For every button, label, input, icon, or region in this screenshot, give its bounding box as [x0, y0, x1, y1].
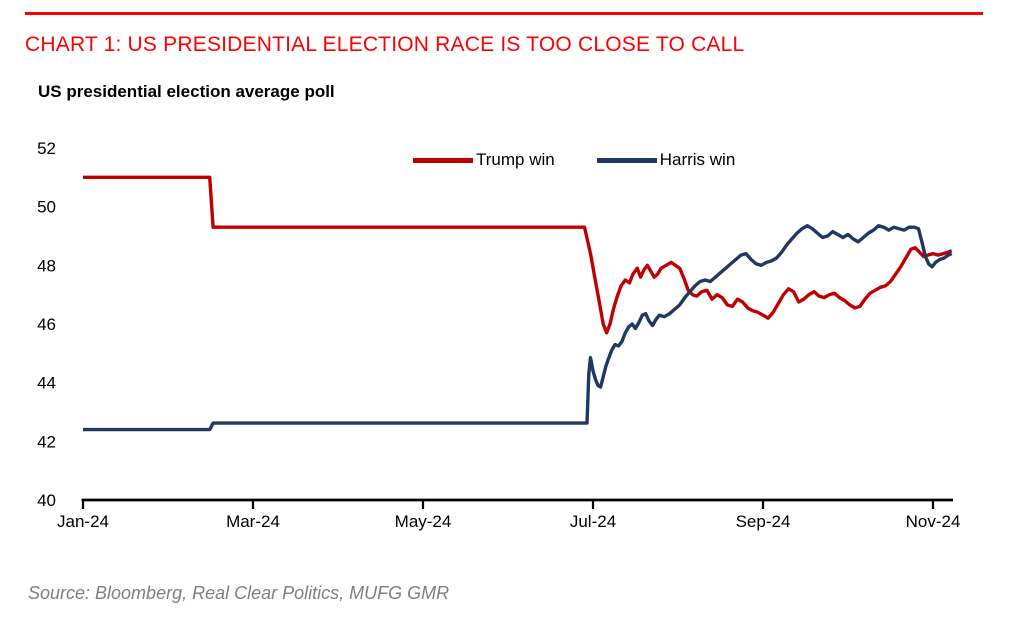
y-tick-label: 40 — [37, 491, 56, 510]
trump-line-swatch-icon — [413, 157, 473, 163]
y-tick-label: 52 — [37, 139, 56, 158]
y-tick-label: 50 — [37, 198, 56, 217]
x-tick-label: May-24 — [395, 512, 452, 531]
chart-heading: CHART 1: US PRESIDENTIAL ELECTION RACE I… — [25, 33, 745, 56]
legend-item-trump: Trump win — [413, 150, 555, 170]
y-tick-label: 46 — [37, 315, 56, 334]
y-tick-label: 42 — [37, 432, 56, 451]
top-rule — [25, 12, 983, 15]
harris-series-line — [83, 223, 953, 432]
trump-series-line — [83, 175, 953, 335]
x-tick-label: Nov-24 — [906, 512, 961, 531]
harris-line-swatch-icon — [596, 157, 657, 163]
x-tick-label: Jul-24 — [570, 512, 616, 531]
y-tick-label: 44 — [37, 374, 56, 393]
chart-legend: Trump win Harris win — [413, 150, 735, 170]
legend-label-trump: Trump win — [476, 150, 555, 169]
chart-title: US presidential election average poll — [38, 82, 335, 101]
legend-label-harris: Harris win — [659, 150, 736, 169]
x-tick-label: Jan-24 — [57, 512, 109, 531]
source-note: Source: Bloomberg, Real Clear Politics, … — [28, 583, 450, 603]
x-tick-label: Sep-24 — [736, 512, 791, 531]
legend-item-harris: Harris win — [596, 150, 736, 170]
y-tick-label: 48 — [37, 256, 56, 275]
x-tick-label: Mar-24 — [226, 512, 280, 531]
